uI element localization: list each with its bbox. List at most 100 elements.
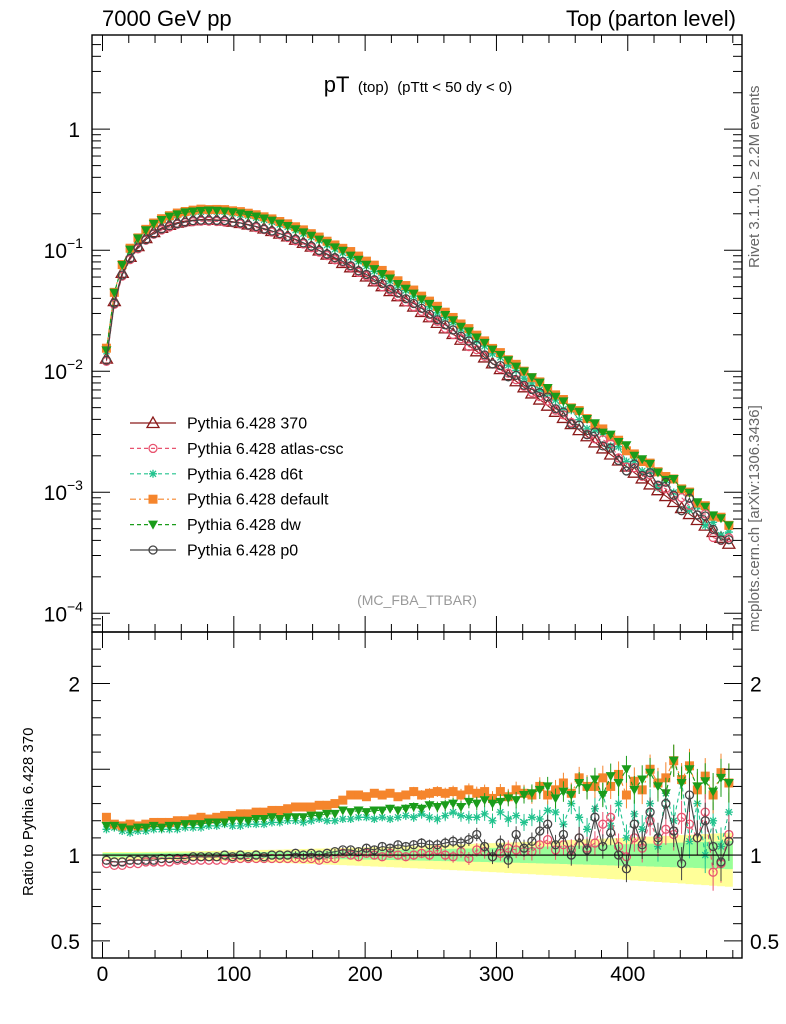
series-3-ratio-point-21: [267, 805, 277, 815]
series-2-ratio-point-74: [685, 837, 694, 846]
series-5-main-point-72: [669, 490, 679, 500]
series-2-main-point-62: [590, 425, 599, 434]
series-5-main-point-33: [361, 269, 372, 280]
series-5-main-point-55: [535, 388, 545, 398]
series-4-ratio-point-7: [156, 823, 167, 833]
series-5-ratio-point-79: [724, 836, 734, 846]
series-5-ratio-point-63: [598, 841, 608, 852]
series-4-ratio-point-28: [322, 809, 333, 819]
series-4-main-point-68: [637, 455, 648, 465]
series-4-main-point-31: [345, 251, 356, 261]
series-4-main-point-49: [487, 345, 498, 355]
series-2-ratio-point-53: [520, 818, 529, 827]
series-4-ratio-point-59: [566, 791, 577, 800]
series-3-ratio-point-47: [472, 788, 482, 798]
series-4-ratio-point-10: [180, 820, 191, 830]
ratio-label-right-1: 1: [750, 845, 762, 868]
series-4-ratio-point-73: [676, 778, 687, 788]
series-4-ratio-point-18: [243, 816, 254, 826]
series-4-ratio-point-9: [172, 821, 183, 831]
series-5-main-point-69: [645, 468, 655, 478]
series-4-main-point-41: [424, 299, 435, 309]
series-4-ratio-point-0: [101, 821, 112, 831]
series-4-ratio-point-47: [471, 799, 482, 809]
series-4-main-point-29: [329, 243, 340, 253]
legend-label-2: Pythia 6.428 d6t: [187, 466, 303, 483]
series-5-main-point-38: [401, 294, 411, 304]
series-3-ratio-point-3: [125, 819, 135, 829]
series-2-ratio-point-16: [228, 821, 237, 830]
series-2-ratio-point-40: [417, 809, 426, 818]
series-4-ratio-point-57: [550, 794, 561, 804]
series-4-main-point-47: [471, 333, 482, 343]
series-0-main-point-52: [509, 373, 524, 387]
series-1-main-point-73: [676, 492, 687, 503]
series-3-ratio-point-48: [480, 787, 490, 797]
series-2-ratio-point-46: [464, 813, 473, 822]
series-1-ratio-point-63: [598, 819, 608, 829]
series-4-ratio-point-17: [235, 816, 246, 826]
series-4-main-point-66: [621, 441, 632, 451]
series-4-ratio-point-75: [692, 782, 703, 792]
series-5-main-point-60: [574, 420, 584, 430]
series-1-ratio-point-44: [448, 852, 458, 862]
series-3-ratio-point-0: [101, 812, 111, 822]
series-4-main-point-1: [109, 288, 120, 298]
series-4-ratio-point-51: [503, 794, 514, 804]
series-4-main-point-35: [377, 270, 388, 280]
series-5-main-point-71: [661, 477, 671, 487]
x-tick-label-300: 300: [479, 963, 514, 986]
series-2-main-point-67: [630, 457, 639, 466]
series-2-ratio-point-29: [330, 816, 339, 825]
series-3-ratio-point-36: [385, 788, 395, 798]
series-5-main-point-31: [346, 261, 356, 271]
series-2-ratio-point-34: [370, 815, 379, 824]
series-3-main-point-34: [369, 260, 379, 270]
series-5-ratio-point-47: [472, 829, 482, 840]
series-2-ratio-point-41: [425, 813, 434, 822]
series-4-ratio-point-8: [164, 821, 175, 831]
series-5-main-point-41: [424, 309, 435, 319]
series-4-main-point-61: [582, 414, 593, 424]
y-tick-label--4: 10: [44, 603, 67, 626]
series-4-main-point-19: [251, 212, 262, 222]
series-3-ratio-point-15: [220, 811, 230, 821]
series-5-main-point-53: [519, 380, 529, 390]
series-4-ratio-point-24: [290, 813, 301, 823]
series-4-main-point-55: [534, 378, 545, 388]
series-4-ratio-point-67: [629, 785, 640, 795]
series-4-main-point-5: [140, 226, 151, 236]
header-right: Top (parton level): [566, 6, 736, 31]
series-5-ratio-point-51: [503, 855, 513, 865]
series-4-main-point-6: [148, 219, 159, 229]
series-4-ratio-point-34: [369, 806, 380, 816]
series-2-ratio-point-31: [346, 815, 355, 824]
series-4-main-point-43: [440, 310, 451, 320]
series-4-main-point-12: [195, 206, 206, 216]
series-2-main-point-78: [716, 531, 725, 540]
series-5-ratio-point-78: [716, 857, 726, 867]
series-4-ratio-point-54: [526, 789, 537, 799]
series-4-main-point-10: [180, 208, 191, 218]
series-4-ratio-point-36: [385, 804, 396, 814]
legend-label-0: Pythia 6.428 370: [187, 416, 307, 433]
series-3-ratio-point-42: [432, 787, 442, 797]
series-4-ratio-point-70: [652, 782, 663, 792]
series-4-main-point-38: [400, 284, 411, 294]
series-0-main-point-63: [595, 441, 610, 454]
series-5-main-point-7: [156, 224, 167, 234]
series-2-main-point-53: [520, 374, 529, 383]
series-4-ratio-point-39: [408, 803, 419, 813]
series-5-ratio-point-53: [519, 843, 529, 853]
series-1-main-point-58: [558, 410, 569, 420]
series-4-ratio-point-45: [455, 803, 466, 813]
series-3-ratio-point-30: [338, 795, 348, 805]
series-5-main-point-2: [117, 270, 127, 280]
series-4-main-point-45: [455, 322, 466, 332]
series-4-ratio-point-77: [708, 787, 719, 797]
legend-label-5: Pythia 6.428 p0: [187, 543, 298, 560]
series-2-ratio-point-25: [299, 818, 308, 827]
series-4-ratio-point-15: [219, 818, 230, 828]
legend-marker-3: [148, 494, 158, 504]
main-panel: [99, 204, 736, 549]
